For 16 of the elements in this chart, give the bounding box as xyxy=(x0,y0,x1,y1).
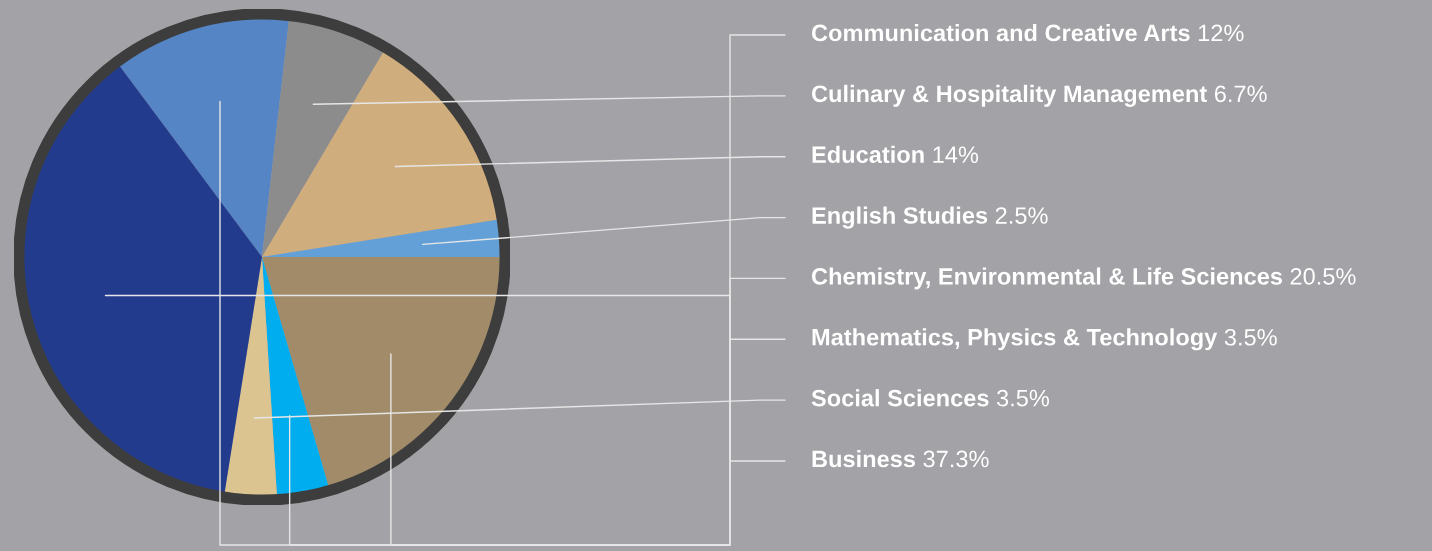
data-label: 6.7% xyxy=(1214,85,1267,103)
data-label: 12% xyxy=(1198,24,1244,42)
slice-label: Education xyxy=(812,145,924,164)
slice-label: Chemistry, Environmental & Life Sciences xyxy=(811,267,1282,290)
slice-label: Mathematics, Physics & Technology xyxy=(812,328,1218,351)
data-label: 2.5% xyxy=(995,207,1048,224)
data-label: 37.3% xyxy=(923,450,989,468)
slice-label: English Studies xyxy=(812,206,988,229)
data-label: 3.5% xyxy=(1224,328,1277,346)
data-label: 3.5% xyxy=(996,389,1050,407)
slice-label: Business xyxy=(812,449,916,468)
data-label: 20.5% xyxy=(1290,268,1356,285)
slice-label: Culinary & Hospitality Management xyxy=(811,84,1207,107)
slice-label: Social Sciences xyxy=(811,389,989,407)
slice-label: Communication and Creative Arts xyxy=(811,24,1190,42)
data-label: 14% xyxy=(933,146,979,163)
